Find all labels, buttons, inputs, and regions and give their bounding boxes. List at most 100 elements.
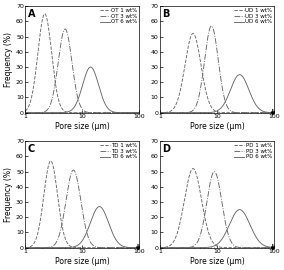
UD 1 wt% bbox=[214, 110, 217, 113]
UD 6 wt% bbox=[214, 110, 217, 113]
OT 3 wt% bbox=[79, 105, 82, 108]
TD 3 wt% bbox=[24, 246, 27, 249]
Line: UD 1 wt%: UD 1 wt% bbox=[160, 33, 274, 113]
Line: PD 3 wt%: PD 3 wt% bbox=[160, 172, 274, 248]
Legend: TD 1 wt%, TD 3 wt%, TD 6 wt%: TD 1 wt%, TD 3 wt%, TD 6 wt% bbox=[99, 142, 138, 160]
UD 1 wt% bbox=[164, 111, 168, 114]
OT 1 wt% bbox=[76, 111, 80, 114]
OT 1 wt% bbox=[29, 98, 33, 101]
TD 3 wt% bbox=[72, 168, 75, 172]
OT 1 wt% bbox=[79, 111, 82, 114]
PD 1 wt% bbox=[164, 245, 168, 249]
TD 6 wt% bbox=[29, 246, 33, 249]
PD 1 wt% bbox=[214, 244, 217, 247]
UD 1 wt% bbox=[191, 32, 195, 35]
PD 3 wt% bbox=[269, 246, 272, 249]
TD 6 wt% bbox=[79, 241, 82, 244]
Text: C: C bbox=[28, 144, 35, 154]
OT 6 wt% bbox=[89, 65, 92, 69]
TD 6 wt% bbox=[134, 246, 138, 249]
TD 1 wt% bbox=[79, 246, 82, 249]
OT 1 wt% bbox=[137, 111, 141, 114]
PD 6 wt% bbox=[211, 245, 214, 248]
OT 6 wt% bbox=[79, 90, 82, 93]
UD 6 wt% bbox=[269, 111, 272, 114]
OT 1 wt% bbox=[43, 12, 46, 15]
UD 1 wt% bbox=[272, 111, 276, 114]
OT 3 wt% bbox=[113, 111, 117, 114]
PD 3 wt% bbox=[164, 246, 168, 249]
X-axis label: Pore size (μm): Pore size (μm) bbox=[190, 122, 244, 131]
OT 6 wt% bbox=[113, 111, 117, 114]
TD 3 wt% bbox=[113, 246, 117, 249]
UD 1 wt% bbox=[158, 111, 162, 114]
UD 3 wt% bbox=[272, 111, 276, 114]
PD 6 wt% bbox=[158, 246, 162, 249]
UD 1 wt% bbox=[269, 111, 272, 114]
TD 3 wt% bbox=[79, 198, 82, 202]
X-axis label: Pore size (μm): Pore size (μm) bbox=[190, 257, 244, 266]
TD 3 wt% bbox=[134, 246, 138, 249]
TD 1 wt% bbox=[137, 246, 141, 249]
PD 3 wt% bbox=[269, 246, 272, 249]
Legend: OT 1 wt%, OT 3 wt%, OT 6 wt%: OT 1 wt%, OT 3 wt%, OT 6 wt% bbox=[99, 7, 138, 25]
Line: OT 6 wt%: OT 6 wt% bbox=[25, 67, 139, 113]
Y-axis label: Frequency (%): Frequency (%) bbox=[4, 167, 13, 222]
UD 1 wt% bbox=[248, 111, 252, 114]
TD 6 wt% bbox=[24, 246, 27, 249]
TD 3 wt% bbox=[137, 246, 141, 249]
UD 3 wt% bbox=[164, 111, 168, 114]
TD 3 wt% bbox=[134, 246, 138, 249]
PD 1 wt% bbox=[269, 246, 272, 249]
PD 3 wt% bbox=[248, 246, 252, 249]
OT 3 wt% bbox=[134, 111, 138, 114]
PD 1 wt% bbox=[248, 246, 252, 249]
PD 6 wt% bbox=[248, 223, 252, 226]
UD 1 wt% bbox=[211, 107, 214, 110]
OT 3 wt% bbox=[134, 111, 138, 114]
TD 6 wt% bbox=[113, 237, 117, 240]
PD 1 wt% bbox=[191, 167, 195, 170]
TD 6 wt% bbox=[98, 205, 101, 208]
Y-axis label: Frequency (%): Frequency (%) bbox=[4, 32, 13, 87]
Legend: UD 1 wt%, UD 3 wt%, UD 6 wt%: UD 1 wt%, UD 3 wt%, UD 6 wt% bbox=[233, 7, 273, 25]
Line: PD 1 wt%: PD 1 wt% bbox=[160, 168, 274, 248]
PD 6 wt% bbox=[272, 246, 276, 249]
OT 3 wt% bbox=[137, 111, 141, 114]
Line: TD 1 wt%: TD 1 wt% bbox=[25, 161, 139, 248]
UD 6 wt% bbox=[272, 111, 276, 114]
OT 6 wt% bbox=[134, 111, 138, 114]
UD 3 wt% bbox=[214, 38, 217, 41]
PD 6 wt% bbox=[269, 246, 272, 249]
Line: OT 1 wt%: OT 1 wt% bbox=[25, 14, 139, 113]
PD 1 wt% bbox=[269, 246, 272, 249]
TD 3 wt% bbox=[29, 246, 33, 249]
UD 3 wt% bbox=[269, 111, 272, 114]
TD 1 wt% bbox=[49, 159, 53, 163]
OT 6 wt% bbox=[24, 111, 27, 114]
UD 3 wt% bbox=[158, 111, 162, 114]
OT 1 wt% bbox=[113, 111, 117, 114]
PD 3 wt% bbox=[272, 246, 276, 249]
PD 3 wt% bbox=[213, 170, 216, 173]
UD 6 wt% bbox=[158, 111, 162, 114]
UD 3 wt% bbox=[210, 24, 213, 28]
PD 6 wt% bbox=[164, 246, 168, 249]
OT 6 wt% bbox=[76, 99, 79, 102]
PD 1 wt% bbox=[158, 246, 162, 249]
OT 3 wt% bbox=[24, 111, 27, 114]
TD 1 wt% bbox=[24, 246, 27, 249]
Legend: PD 1 wt%, PD 3 wt%, PD 6 wt%: PD 1 wt%, PD 3 wt%, PD 6 wt% bbox=[234, 142, 273, 160]
UD 6 wt% bbox=[248, 90, 252, 94]
OT 3 wt% bbox=[29, 111, 33, 114]
TD 1 wt% bbox=[134, 246, 138, 249]
PD 3 wt% bbox=[211, 173, 214, 176]
Text: B: B bbox=[162, 9, 170, 19]
TD 6 wt% bbox=[134, 246, 138, 249]
Line: TD 3 wt%: TD 3 wt% bbox=[25, 170, 139, 248]
UD 3 wt% bbox=[248, 111, 252, 114]
OT 3 wt% bbox=[76, 96, 80, 99]
TD 6 wt% bbox=[137, 246, 141, 249]
PD 3 wt% bbox=[158, 246, 162, 249]
OT 6 wt% bbox=[137, 111, 141, 114]
